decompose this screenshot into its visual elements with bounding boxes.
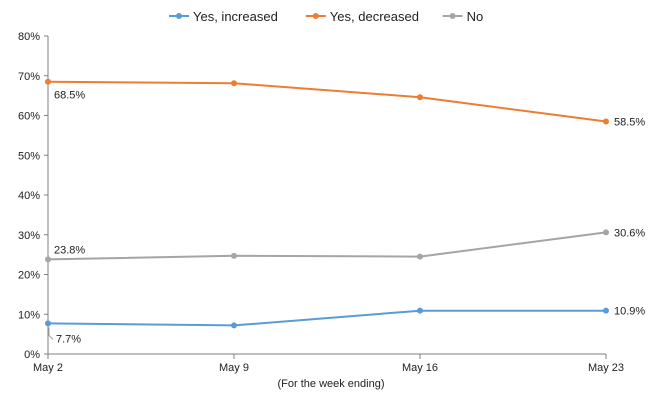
- legend-swatch-marker: [449, 13, 456, 19]
- data-label: 23.8%: [54, 244, 85, 256]
- data-point: [417, 253, 423, 260]
- series-line: [47, 80, 607, 123]
- data-label: 10.9%: [614, 306, 645, 318]
- x-tick-label: May 23: [588, 362, 624, 374]
- x-tick-label: May 16: [402, 362, 438, 374]
- series-line: [47, 309, 606, 327]
- data-point: [231, 322, 237, 329]
- data-point: [417, 307, 423, 314]
- data-point: [603, 307, 609, 314]
- data-point: [603, 118, 609, 125]
- data-label: 7.7%: [56, 333, 81, 345]
- y-tick-label: 50%: [18, 150, 40, 162]
- data-point: [45, 320, 51, 327]
- data-label: 68.5%: [54, 90, 85, 102]
- y-tick-label: 20%: [18, 270, 40, 282]
- legend-entry-label: No: [467, 9, 484, 24]
- legend: Yes, increased Yes, decreased No: [169, 9, 483, 24]
- y-tick-label: 80%: [18, 31, 40, 43]
- data-point: [603, 229, 609, 236]
- legend-swatch-marker: [176, 13, 182, 19]
- y-tick-label: 0%: [24, 349, 40, 361]
- legend-entry-label: Yes, increased: [193, 9, 278, 24]
- x-axis-label: (For the week ending): [278, 378, 385, 390]
- y-tick-label: 60%: [18, 111, 40, 123]
- label-leader-line: [48, 327, 54, 340]
- series-line: [47, 231, 607, 261]
- legend-swatch-marker: [312, 13, 319, 19]
- data-point: [231, 252, 237, 259]
- data-labels: 7.7% 10.9% 68.5% 58.5% 23.8% 30.6%: [48, 90, 645, 345]
- axes: 0% 10% 20% 30% 40% 50% 60% 70% 80% May 2 May 9 May …: [18, 31, 624, 374]
- data-label: 58.5%: [614, 116, 645, 128]
- data-label: 30.6%: [614, 227, 645, 239]
- y-tick-label: 30%: [18, 230, 40, 242]
- x-tick-label: May 9: [219, 362, 249, 374]
- x-tick-label: May 2: [33, 362, 63, 374]
- y-tick-label: 10%: [18, 309, 40, 321]
- data-point: [45, 78, 51, 85]
- data-point: [417, 94, 423, 101]
- legend-entry-label: Yes, decreased: [330, 9, 419, 24]
- y-tick-label: 40%: [18, 190, 40, 202]
- series-group: [45, 78, 609, 329]
- data-point: [45, 256, 51, 263]
- y-tick-label: 70%: [18, 71, 40, 83]
- data-point: [231, 80, 237, 87]
